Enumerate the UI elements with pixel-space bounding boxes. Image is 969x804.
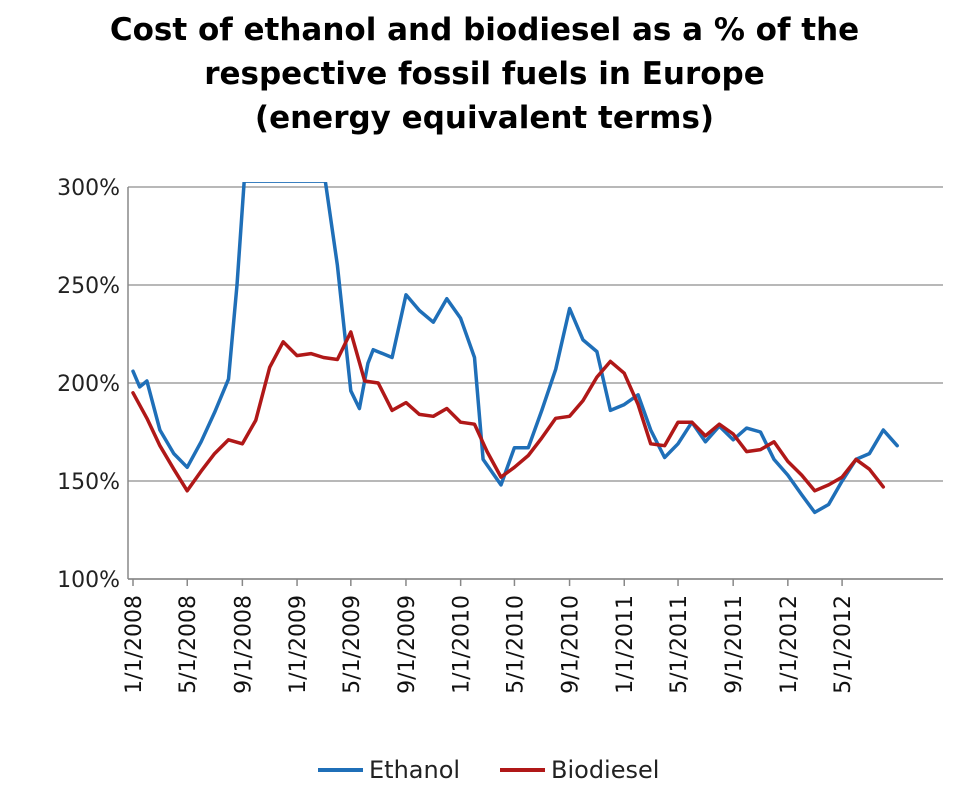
x-tick-label: 1/1/2010 [450, 595, 475, 694]
x-axis: 1/1/2008 5/1/2008 9/1/2008 1/1/2009 5/1/2009… [122, 578, 943, 694]
y-axis: 100% 150% 200% 250% 300% [57, 176, 129, 593]
legend-swatch-biodiesel [500, 768, 545, 772]
chart-title-line-2: respective fossil fuels in Europe [204, 56, 765, 92]
legend-label-ethanol: Ethanol [369, 756, 461, 784]
legend-label-biodiesel: Biodiesel [551, 756, 660, 784]
x-tick-label: 9/1/2011 [722, 595, 747, 694]
chart-title-line-3: (energy equivalent terms) [254, 100, 715, 136]
x-tick-label: 1/1/2008 [122, 595, 147, 694]
x-tick-label: 1/1/2012 [777, 595, 802, 694]
gridlines [128, 186, 943, 580]
legend-item-biodiesel: Biodiesel [500, 752, 659, 788]
x-tick-label: 5/1/2009 [340, 595, 365, 694]
series-line-biodiesel [131, 330, 886, 493]
legend: Ethanol Biodiesel [0, 752, 969, 788]
legend-item-ethanol: Ethanol [318, 752, 460, 788]
x-tick-label: 5/1/2011 [667, 595, 692, 694]
x-tick-label: 1/1/2011 [613, 595, 638, 694]
series-lines [131, 182, 899, 515]
y-tick-label: 250% [57, 274, 120, 299]
x-tick-label: 9/1/2008 [231, 595, 256, 694]
x-tick-label: 5/1/2012 [831, 595, 856, 694]
y-tick-label: 200% [57, 372, 120, 397]
chart-title-line-1: Cost of ethanol and biodiesel as a % of … [109, 12, 860, 48]
legend-swatch-ethanol [318, 768, 363, 772]
x-tick-label: 9/1/2009 [395, 595, 420, 694]
y-tick-label: 100% [57, 568, 120, 593]
y-tick-label: 300% [57, 176, 120, 201]
x-tick-label: 1/1/2009 [286, 595, 311, 694]
chart-title: Cost of ethanol and biodiesel as a % of … [0, 8, 969, 140]
x-tick-label: 5/1/2008 [176, 595, 201, 694]
x-tick-label: 9/1/2010 [559, 595, 584, 694]
y-tick-label: 150% [57, 470, 120, 495]
series-line-ethanol [131, 182, 899, 515]
x-tick-label: 5/1/2010 [503, 595, 528, 694]
